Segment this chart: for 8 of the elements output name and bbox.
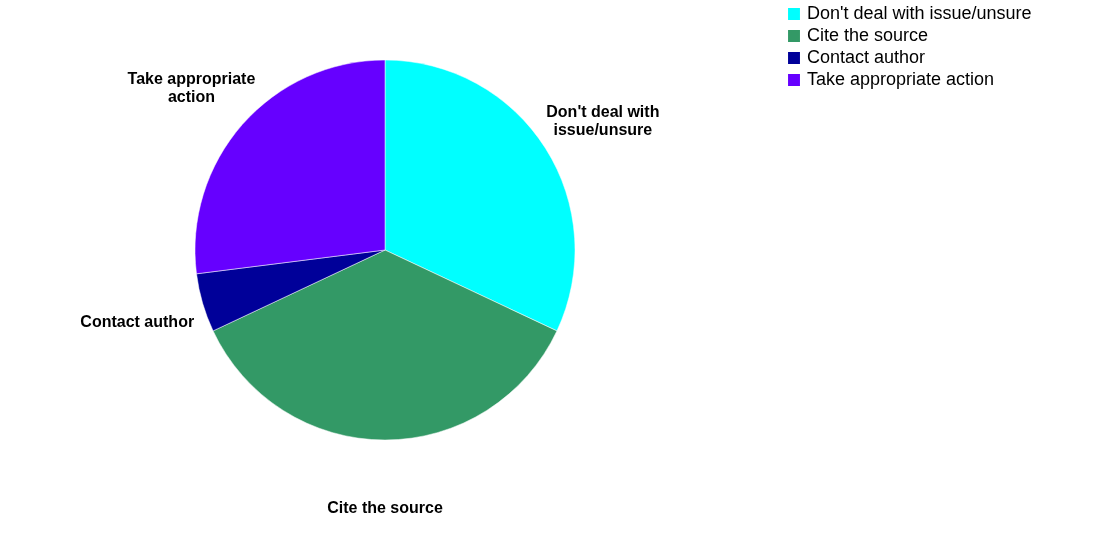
legend-label: Don't deal with issue/unsure [807,3,1032,23]
legend-label: Contact author [807,47,926,67]
slice-label: Cite the source [327,499,443,516]
legend-label: Take appropriate action [807,69,995,89]
slice-label: Contact author [80,312,195,330]
slice-label: Take appropriate action [127,70,256,106]
legend-label: Cite the source [807,25,929,45]
slice-label: Don't deal with issue/unsure [546,102,660,138]
